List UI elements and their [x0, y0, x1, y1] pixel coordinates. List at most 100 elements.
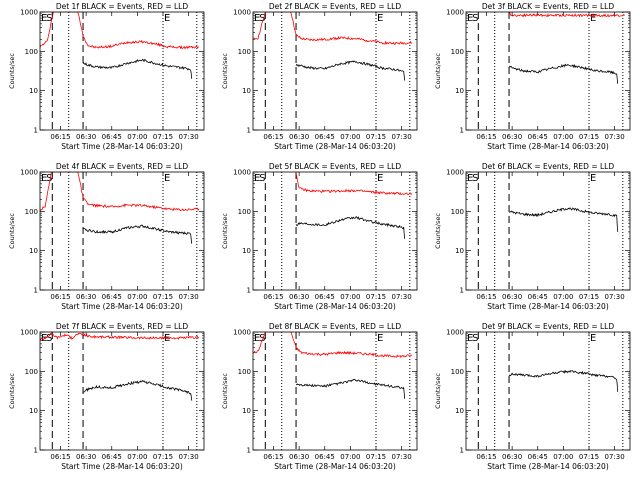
x-tick-label: 07:30	[392, 133, 412, 141]
plot-frame	[465, 331, 631, 451]
x-tick-label: 06:30	[76, 453, 96, 461]
detector-panel-2: Det 2f BLACK = Events, RED = LLD Counts/s…	[221, 2, 418, 151]
x-tick-label: 06:45	[315, 453, 335, 461]
x-tick-label: 06:15	[50, 453, 70, 461]
x-tick-label: 06:45	[102, 293, 122, 301]
s-marker-label: S	[472, 333, 478, 344]
events-series-line	[83, 224, 193, 244]
x-tick-label: 07:15	[366, 453, 386, 461]
x-tick-label: 06:15	[263, 133, 283, 141]
series-group	[508, 12, 625, 84]
x-tick-label: 07:15	[153, 133, 173, 141]
y-tick-label: 1	[247, 447, 251, 455]
x-tick-label: 06:15	[50, 293, 70, 301]
panel-title: Det 3f BLACK = Events, RED = LLD	[482, 2, 615, 11]
panel-title: Det 7f BLACK = Events, RED = LLD	[56, 322, 189, 331]
e-marker-label: E	[254, 333, 260, 344]
x-tick-label: 07:00	[127, 293, 147, 301]
e-marker-label: E	[254, 173, 260, 184]
series-group	[40, 12, 199, 79]
plot-frame	[252, 11, 418, 131]
x-tick-label: 07:15	[579, 133, 599, 141]
s-marker-label: S	[259, 13, 265, 24]
x-tick-label: 07:15	[153, 293, 173, 301]
panel-title: Det 5f BLACK = Events, RED = LLD	[269, 162, 402, 171]
y-tick-label: 10	[455, 87, 464, 95]
e-marker-label: E	[590, 13, 596, 24]
detector-panel-7: Det 7f BLACK = Events, RED = LLD Counts/s…	[8, 322, 205, 471]
e-marker-label: E	[467, 13, 473, 24]
events-series-line	[295, 215, 406, 239]
x-tick-label: 06:15	[263, 453, 283, 461]
plot-frame	[39, 171, 205, 291]
series-group	[253, 332, 413, 399]
events-series-line	[295, 378, 406, 399]
series-group	[253, 12, 413, 81]
s-marker-label: S	[46, 173, 52, 184]
panel-title: Det 2f BLACK = Events, RED = LLD	[269, 2, 402, 11]
x-tick-label: 07:00	[553, 453, 573, 461]
x-tick-label: 07:00	[553, 293, 573, 301]
events-series-line	[508, 207, 619, 232]
x-tick-label: 07:15	[579, 293, 599, 301]
detector-panel-5: Det 5f BLACK = Events, RED = LLD Counts/s…	[221, 162, 418, 311]
s-marker-label: S	[472, 13, 478, 24]
y-axis-label: Counts/sec	[434, 213, 442, 249]
e-marker-label: E	[590, 173, 596, 184]
s-marker-label: S	[472, 173, 478, 184]
x-tick-label: 06:30	[289, 453, 309, 461]
x-tick-label: 07:00	[127, 133, 147, 141]
detector-panel-4: Det 4f BLACK = Events, RED = LLD Counts/s…	[8, 162, 205, 311]
x-tick-label: 07:00	[553, 133, 573, 141]
y-axis-label: Counts/sec	[8, 53, 16, 89]
x-tick-label: 07:30	[605, 293, 625, 301]
y-tick-label: 10	[242, 87, 251, 95]
y-tick-label: 10	[29, 87, 38, 95]
events-series-line	[508, 369, 619, 392]
e-marker-label: E	[164, 173, 170, 184]
y-axis-label: Counts/sec	[221, 53, 229, 89]
x-axis-label: Start Time (28-Mar-14 06:03:20)	[61, 462, 183, 471]
x-tick-label: 06:30	[502, 293, 522, 301]
y-tick-label: 1000	[446, 169, 464, 177]
y-tick-label: 100	[451, 48, 464, 56]
x-tick-label: 06:30	[289, 133, 309, 141]
x-tick-label: 07:00	[340, 133, 360, 141]
y-axis-label: Counts/sec	[434, 373, 442, 409]
detector-panel-6: Det 6f BLACK = Events, RED = LLD Counts/s…	[434, 162, 631, 311]
series-group	[295, 172, 413, 239]
e-marker-label: E	[41, 13, 47, 24]
events-series-line	[82, 379, 193, 401]
y-tick-label: 1	[34, 287, 38, 295]
x-tick-label: 07:15	[366, 293, 386, 301]
x-tick-label: 06:45	[528, 133, 548, 141]
detector-panel-9: Det 9f BLACK = Events, RED = LLD Counts/s…	[434, 322, 631, 471]
panel-title: Det 9f BLACK = Events, RED = LLD	[482, 322, 615, 331]
detector-panel-8: Det 8f BLACK = Events, RED = LLD Counts/s…	[221, 322, 418, 471]
x-tick-label: 07:00	[340, 453, 360, 461]
y-tick-label: 100	[451, 368, 464, 376]
y-tick-label: 10	[455, 247, 464, 255]
e-marker-label: E	[467, 173, 473, 184]
panel-title: Det 8f BLACK = Events, RED = LLD	[269, 322, 402, 331]
x-axis-label: Start Time (28-Mar-14 06:03:20)	[487, 462, 609, 471]
y-tick-label: 100	[238, 48, 251, 56]
x-tick-label: 06:30	[76, 133, 96, 141]
x-tick-label: 07:30	[179, 293, 199, 301]
e-marker-label: E	[164, 13, 170, 24]
x-axis-label: Start Time (28-Mar-14 06:03:20)	[274, 462, 396, 471]
x-axis-label: Start Time (28-Mar-14 06:03:20)	[61, 302, 183, 311]
series-group	[508, 369, 619, 392]
lld-series-line	[508, 12, 625, 18]
lld-series-line	[253, 332, 413, 359]
y-tick-label: 100	[238, 208, 251, 216]
y-tick-label: 1000	[20, 9, 38, 17]
x-tick-label: 06:15	[263, 293, 283, 301]
x-tick-label: 06:15	[476, 133, 496, 141]
y-axis-label: Counts/sec	[434, 53, 442, 89]
x-tick-label: 07:00	[127, 453, 147, 461]
lld-series-line	[40, 12, 199, 50]
x-axis-label: Start Time (28-Mar-14 06:03:20)	[487, 302, 609, 311]
events-series-line	[82, 58, 193, 79]
x-tick-label: 07:30	[179, 453, 199, 461]
